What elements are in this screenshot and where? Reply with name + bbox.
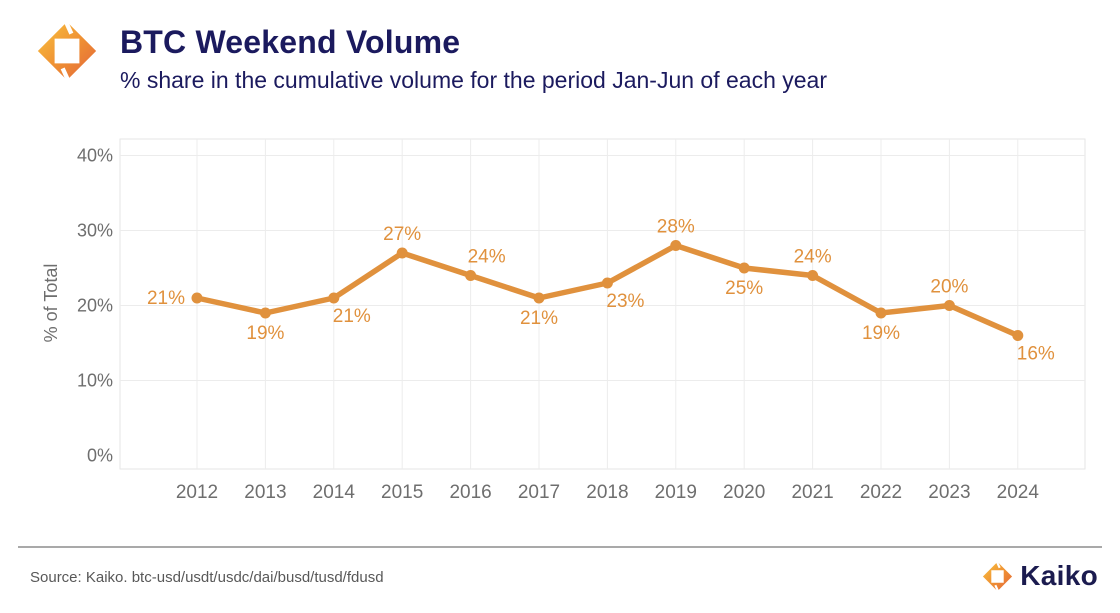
data-label: 27%: [383, 224, 421, 245]
data-point: [670, 240, 682, 251]
brand-footer: Kaiko: [982, 558, 1098, 594]
data-point: [1012, 330, 1024, 341]
source-text: Source: Kaiko. btc-usd/usdt/usdc/dai/bus…: [30, 569, 384, 586]
x-tick-label: 2021: [791, 482, 833, 503]
data-point: [465, 270, 477, 281]
data-point: [396, 247, 408, 259]
kaiko-logo-icon: [983, 560, 1013, 592]
brand-wordmark: Kaiko: [1020, 560, 1098, 591]
data-label: 19%: [862, 323, 900, 344]
title-block: BTC Weekend Volume % share in the cumula…: [120, 24, 827, 94]
x-tick-label: 2024: [997, 482, 1040, 503]
data-point: [601, 277, 613, 289]
x-tick-label: 2017: [518, 482, 560, 503]
data-label: 21%: [147, 288, 185, 309]
header: BTC Weekend Volume % share in the cumula…: [0, 0, 1120, 110]
page-subtitle: % share in the cumulative volume for the…: [120, 66, 827, 93]
footer-divider: [18, 546, 1102, 548]
data-point: [738, 262, 750, 274]
x-tick-label: 2020: [723, 482, 765, 503]
data-label: 19%: [246, 323, 284, 344]
x-tick-label: 2023: [928, 482, 970, 503]
y-tick-label: 10%: [77, 371, 113, 391]
page-title: BTC Weekend Volume: [120, 24, 461, 60]
x-tick-label: 2012: [176, 482, 218, 503]
y-tick-label: 30%: [77, 221, 113, 241]
data-point: [259, 307, 271, 319]
data-label: 21%: [333, 306, 371, 327]
data-point: [191, 292, 203, 304]
x-tick-label: 2014: [313, 482, 356, 503]
data-label: 21%: [520, 308, 558, 329]
data-label: 28%: [657, 217, 695, 238]
kaiko-logo-icon: [37, 20, 97, 82]
y-axis-title: % of Total: [41, 264, 61, 343]
data-label: 24%: [794, 247, 832, 268]
data-label: 20%: [930, 277, 968, 298]
data-label: 24%: [468, 247, 506, 268]
data-point: [533, 292, 545, 304]
y-tick-label: 40%: [77, 146, 113, 166]
data-point: [943, 300, 955, 311]
data-label: 25%: [725, 278, 763, 299]
data-label: 23%: [606, 291, 644, 312]
x-tick-label: 2022: [860, 482, 902, 503]
x-tick-label: 2013: [244, 482, 286, 503]
x-tick-label: 2016: [449, 482, 491, 503]
plot-border: [119, 138, 1086, 470]
data-point: [807, 270, 819, 281]
x-tick-label: 2015: [381, 482, 423, 503]
data-point: [328, 292, 340, 304]
y-tick-label: 20%: [77, 296, 113, 316]
data-label: 16%: [1017, 344, 1055, 365]
x-tick-label: 2019: [655, 482, 697, 503]
data-point: [875, 307, 887, 319]
y-tick-label: 0%: [87, 446, 113, 466]
x-tick-label: 2018: [586, 482, 628, 503]
